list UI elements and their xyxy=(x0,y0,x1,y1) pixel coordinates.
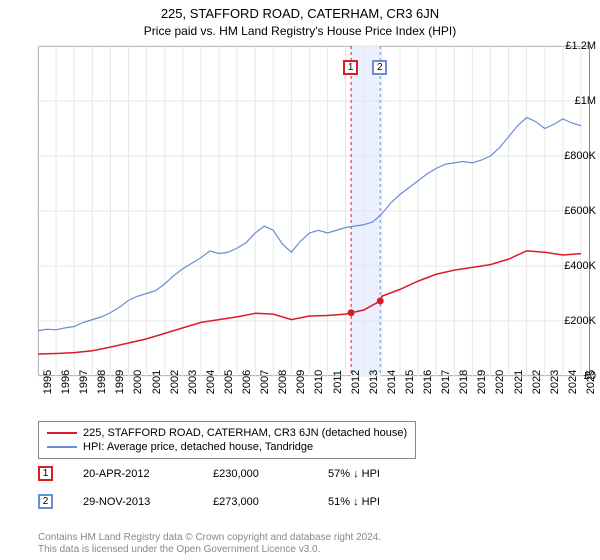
xtick-label: 2017 xyxy=(440,370,452,394)
xtick-label: 2007 xyxy=(259,370,271,394)
xtick-label: 1998 xyxy=(96,370,108,394)
chart-marker: 2 xyxy=(372,60,387,75)
legend-item: 225, STAFFORD ROAD, CATERHAM, CR3 6JN (d… xyxy=(47,426,407,440)
ytick-label: £1.2M xyxy=(562,40,596,52)
xtick-label: 2019 xyxy=(476,370,488,394)
xtick-label: 2016 xyxy=(422,370,434,394)
xtick-label: 2005 xyxy=(223,370,235,394)
ytick-label: £800K xyxy=(562,150,596,162)
sale-pct: 57% ↓ HPI xyxy=(328,468,380,480)
xtick-label: 2001 xyxy=(151,370,163,394)
legend-label: HPI: Average price, detached house, Tand… xyxy=(83,441,313,453)
chart-container: 225, STAFFORD ROAD, CATERHAM, CR3 6JN Pr… xyxy=(0,0,600,560)
xtick-label: 2002 xyxy=(169,370,181,394)
sale-date: 20-APR-2012 xyxy=(83,468,183,480)
legend: 225, STAFFORD ROAD, CATERHAM, CR3 6JN (d… xyxy=(38,421,416,459)
xtick-label: 2020 xyxy=(494,370,506,394)
xtick-label: 2025 xyxy=(585,370,597,394)
sale-marker: 2 xyxy=(38,494,53,509)
sale-price: £273,000 xyxy=(213,496,298,508)
xtick-label: 2010 xyxy=(313,370,325,394)
xtick-label: 2024 xyxy=(567,370,579,394)
xtick-label: 2015 xyxy=(404,370,416,394)
legend-item: HPI: Average price, detached house, Tand… xyxy=(47,440,407,454)
footer-line-2: This data is licensed under the Open Gov… xyxy=(38,544,320,555)
xtick-label: 1995 xyxy=(42,370,54,394)
sale-price: £230,000 xyxy=(213,468,298,480)
ytick-label: £600K xyxy=(562,205,596,217)
xtick-label: 2003 xyxy=(187,370,199,394)
ytick-label: £400K xyxy=(562,260,596,272)
sale-row: 2 29-NOV-2013 £273,000 51% ↓ HPI xyxy=(38,494,380,509)
xtick-label: 1996 xyxy=(60,370,72,394)
sale-date: 29-NOV-2013 xyxy=(83,496,183,508)
chart-marker: 1 xyxy=(343,60,358,75)
xtick-label: 2012 xyxy=(350,370,362,394)
ytick-label: £1M xyxy=(562,95,596,107)
ytick-label: £200K xyxy=(562,315,596,327)
xtick-label: 1997 xyxy=(78,370,90,394)
xtick-label: 2013 xyxy=(368,370,380,394)
legend-swatch xyxy=(47,446,77,448)
xtick-label: 1999 xyxy=(114,370,126,394)
xtick-label: 2000 xyxy=(132,370,144,394)
sale-marker: 1 xyxy=(38,466,53,481)
xtick-label: 2008 xyxy=(277,370,289,394)
sale-pct: 51% ↓ HPI xyxy=(328,496,380,508)
xtick-label: 2004 xyxy=(205,370,217,394)
sale-row: 1 20-APR-2012 £230,000 57% ↓ HPI xyxy=(38,466,380,481)
xtick-label: 2006 xyxy=(241,370,253,394)
xtick-label: 2021 xyxy=(513,370,525,394)
xtick-label: 2023 xyxy=(549,370,561,394)
xtick-label: 2011 xyxy=(332,370,344,394)
chart-svg xyxy=(0,0,600,420)
xtick-label: 2018 xyxy=(458,370,470,394)
footer-line-1: Contains HM Land Registry data © Crown c… xyxy=(38,532,381,543)
xtick-label: 2014 xyxy=(386,370,398,394)
xtick-label: 2009 xyxy=(295,370,307,394)
legend-swatch xyxy=(47,432,77,434)
xtick-label: 2022 xyxy=(531,370,543,394)
legend-label: 225, STAFFORD ROAD, CATERHAM, CR3 6JN (d… xyxy=(83,427,407,439)
